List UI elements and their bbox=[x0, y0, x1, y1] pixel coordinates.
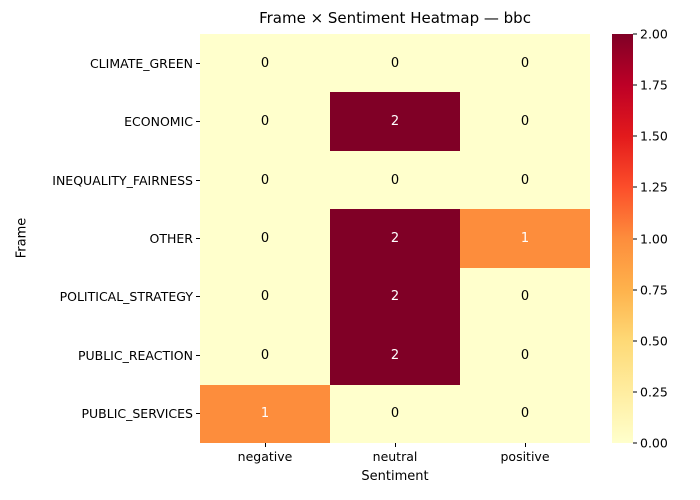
x-tick-dash bbox=[524, 443, 526, 447]
x-tick-label: negative bbox=[237, 449, 293, 464]
heatmap-cell: 2 bbox=[330, 326, 460, 385]
y-tick-dash bbox=[196, 62, 200, 64]
heatmap-cell: 1 bbox=[200, 384, 330, 443]
heatmap-cell: 2 bbox=[330, 92, 460, 151]
y-tick-marks bbox=[196, 34, 200, 443]
y-tick bbox=[196, 268, 200, 326]
y-tick bbox=[196, 326, 200, 384]
y-tick-dash bbox=[196, 121, 200, 123]
heatmap-cell: 0 bbox=[330, 384, 460, 443]
y-tick bbox=[196, 92, 200, 150]
x-tick-labels: negative neutral positive bbox=[200, 449, 590, 464]
heatmap-cell: 2 bbox=[330, 209, 460, 268]
colorbar-tick-dash bbox=[633, 33, 637, 35]
heatmap-cell: 0 bbox=[330, 150, 460, 210]
x-tick-label: neutral bbox=[372, 449, 418, 464]
chart-title: Frame × Sentiment Heatmap — bbc bbox=[259, 9, 531, 27]
colorbar-tick-label: 1.75 bbox=[640, 77, 668, 93]
y-tick-label: PUBLIC_SERVICES bbox=[81, 406, 193, 422]
y-tick-label: ECONOMIC bbox=[124, 114, 193, 130]
colorbar-tick: 0.50 bbox=[633, 333, 668, 348]
heatmap-cell: 0 bbox=[200, 326, 330, 385]
y-tick-dash bbox=[196, 237, 200, 239]
y-tick-label: INEQUALITY_FAIRNESS bbox=[52, 172, 193, 188]
heatmap-cell: 2 bbox=[330, 267, 460, 327]
x-tick-marks bbox=[200, 443, 590, 447]
colorbar-tick-dash bbox=[633, 442, 637, 444]
heatmap-cell: 0 bbox=[200, 209, 330, 268]
heatmap-cell: 0 bbox=[200, 267, 330, 327]
colorbar-tick: 1.75 bbox=[633, 78, 668, 93]
colorbar-tick-dash bbox=[633, 84, 637, 86]
colorbar-tick-dash bbox=[633, 391, 637, 393]
y-tick-label: CLIMATE_GREEN bbox=[89, 55, 193, 71]
colorbar-tick-dash bbox=[633, 289, 637, 291]
y-tick-labels: CLIMATE_GREEN ECONOMIC INEQUALITY_FAIRNESS… bbox=[0, 34, 193, 443]
colorbar-tick: 2.00 bbox=[633, 27, 668, 42]
colorbar-tick-dash bbox=[633, 186, 637, 188]
colorbar-tick: 1.50 bbox=[633, 129, 668, 144]
heatmap-cell: 0 bbox=[460, 267, 590, 327]
colorbar-tick-label: 1.50 bbox=[640, 128, 668, 144]
heatmap-cell: 0 bbox=[460, 384, 590, 443]
y-tick-dash bbox=[196, 179, 200, 181]
colorbar-tick-label: 0.00 bbox=[640, 435, 668, 451]
y-tick bbox=[196, 151, 200, 209]
colorbar-tick: 1.00 bbox=[633, 231, 668, 246]
colorbar-tick-dash bbox=[633, 135, 637, 137]
x-tick-dash bbox=[264, 443, 266, 447]
colorbar-tick-label: 0.75 bbox=[640, 282, 668, 298]
colorbar-tick-label: 1.25 bbox=[640, 179, 668, 195]
x-axis-title: Sentiment bbox=[361, 469, 429, 484]
y-tick bbox=[196, 34, 200, 92]
colorbar bbox=[612, 34, 633, 443]
colorbar-tick-dash bbox=[633, 340, 637, 342]
heatmap-cell: 0 bbox=[330, 34, 460, 93]
heatmap-cell: 0 bbox=[460, 92, 590, 151]
colorbar-tick-dash bbox=[633, 238, 637, 239]
colorbar-tick-label: 0.50 bbox=[640, 333, 668, 349]
colorbar-tick-label: 2.00 bbox=[640, 26, 668, 42]
y-tick bbox=[196, 385, 200, 443]
colorbar-tick: 0.00 bbox=[633, 436, 668, 451]
heatmap-cell: 0 bbox=[200, 92, 330, 151]
heatmap-cell: 0 bbox=[200, 34, 330, 93]
colorbar-tick: 0.25 bbox=[633, 384, 668, 399]
y-tick-label: POLITICAL_STRATEGY bbox=[59, 289, 193, 305]
colorbar-ticks: 0.00 0.25 0.50 0.75 1.00 1.25 1.50 1.75 2.00 bbox=[633, 27, 693, 451]
y-tick-label: OTHER bbox=[149, 230, 193, 246]
x-tick-label: positive bbox=[500, 449, 550, 464]
y-tick-dash bbox=[196, 413, 200, 415]
y-tick-dash bbox=[196, 354, 200, 356]
heatmap-cell: 0 bbox=[460, 34, 590, 93]
heatmap-cell: 1 bbox=[460, 209, 590, 268]
x-tick-dash bbox=[394, 443, 396, 447]
colorbar-tick: 0.75 bbox=[633, 282, 668, 297]
colorbar-tick-label: 0.25 bbox=[640, 384, 668, 400]
y-tick-dash bbox=[196, 296, 200, 298]
heatmap-cell: 0 bbox=[200, 150, 330, 210]
colorbar-tick: 1.25 bbox=[633, 180, 668, 195]
heatmap-cell: 0 bbox=[460, 326, 590, 385]
y-tick-label: PUBLIC_REACTION bbox=[77, 347, 193, 363]
y-tick bbox=[196, 209, 200, 267]
heatmap-cell: 0 bbox=[460, 150, 590, 210]
colorbar-tick-label: 1.00 bbox=[640, 231, 668, 246]
